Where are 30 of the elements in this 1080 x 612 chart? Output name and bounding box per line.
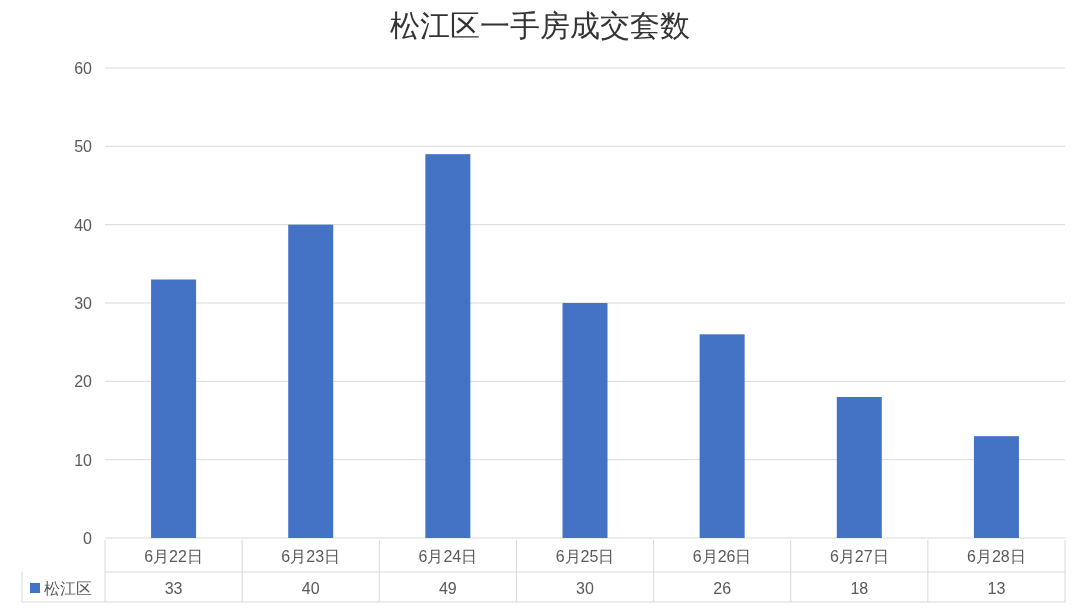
bar <box>425 154 471 538</box>
x-tick-label: 6月22日 <box>144 548 203 565</box>
bar <box>973 436 1019 538</box>
bar <box>562 303 608 538</box>
x-tick-label: 6月27日 <box>829 548 889 565</box>
bar <box>699 334 745 538</box>
y-tick-label: 20 <box>74 373 93 391</box>
data-label: 49 <box>438 580 457 597</box>
chart-title: 松江区一手房成交套数 <box>390 9 690 42</box>
bar <box>288 224 334 538</box>
x-tick-label: 6月28日 <box>967 548 1026 565</box>
legend-label: 松江区 <box>44 580 92 597</box>
y-tick-label: 30 <box>74 295 93 312</box>
data-label: 18 <box>850 580 869 597</box>
x-tick-label: 6月23日 <box>281 548 341 565</box>
data-label: 13 <box>987 580 1006 597</box>
x-tick-label: 6月26日 <box>692 548 752 565</box>
bar <box>151 279 197 538</box>
y-tick-label: 0 <box>83 530 93 547</box>
data-label: 26 <box>713 580 732 597</box>
data-label: 40 <box>301 580 320 597</box>
bar <box>836 397 882 538</box>
y-tick-label: 50 <box>74 138 93 156</box>
y-tick-label: 60 <box>74 60 93 77</box>
x-tick-label: 6月25日 <box>555 548 615 565</box>
y-tick-label: 10 <box>74 451 93 469</box>
data-label: 33 <box>164 580 183 597</box>
data-label: 30 <box>576 580 594 597</box>
y-tick-label: 40 <box>74 216 93 234</box>
x-tick-label: 6月24日 <box>418 548 478 565</box>
